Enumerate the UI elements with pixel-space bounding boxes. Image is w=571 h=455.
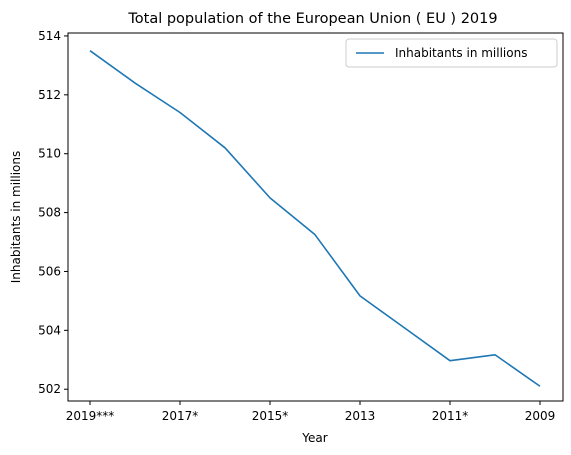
y-tick-label: 514 [38,29,61,43]
x-tick-label: 2017* [162,409,199,423]
legend-box [345,38,558,68]
x-tick-label: 2019*** [66,409,115,423]
y-tick-label: 502 [38,382,61,396]
x-tick-label: 2011* [432,409,469,423]
x-tick-label: 2015* [252,409,289,423]
x-tick-label: 2013 [345,409,376,423]
series-layer [89,50,541,387]
y-tick-label: 512 [38,88,61,102]
y-tick-label: 508 [38,206,61,220]
chart-title: Total population of the European Union (… [127,11,497,27]
x-tick-label: 2009 [525,409,556,423]
x-axis-label: Year [301,431,327,445]
legend: Inhabitants in millions [345,38,558,68]
y-tick-label: 506 [38,264,61,278]
y-tick-label: 510 [38,147,61,161]
y-axis-label: Inhabitants in millions [9,151,23,283]
plot-frame [67,32,564,402]
legend-label: Inhabitants in millions [395,46,527,60]
y-tick-label: 504 [38,323,61,337]
series-line [89,50,541,387]
x-axis: 2019*** 2017* 2015* 2013 2011* 2009 [66,401,556,423]
y-axis: 502 504 506 508 510 512 514 [38,29,68,396]
